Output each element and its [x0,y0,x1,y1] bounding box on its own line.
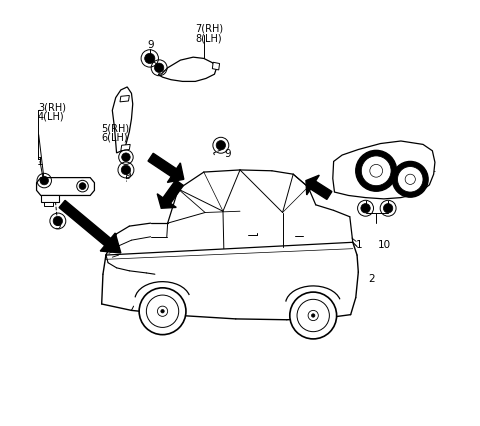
Polygon shape [158,58,216,82]
Text: 2: 2 [368,274,374,284]
Polygon shape [121,145,130,151]
Circle shape [216,141,226,150]
Polygon shape [148,154,177,177]
Polygon shape [306,176,319,196]
Text: 6(LH): 6(LH) [102,132,128,142]
Polygon shape [311,181,332,200]
Text: 8(LH): 8(LH) [195,34,222,44]
Circle shape [144,54,155,64]
Circle shape [308,311,318,321]
Circle shape [122,153,130,162]
Polygon shape [36,178,95,196]
Text: 4(LH): 4(LH) [38,111,64,121]
Circle shape [146,295,179,328]
Polygon shape [157,194,176,209]
Polygon shape [212,63,219,71]
Circle shape [370,165,383,178]
Circle shape [405,175,415,185]
Circle shape [155,64,164,73]
Circle shape [139,288,186,335]
Text: 5(RH): 5(RH) [102,123,130,133]
Circle shape [392,162,428,198]
Polygon shape [333,142,435,199]
Text: 9: 9 [224,149,230,158]
Text: 10: 10 [378,240,391,250]
Circle shape [161,310,164,313]
Polygon shape [44,202,53,207]
Text: 9: 9 [124,171,131,181]
Polygon shape [41,196,59,202]
Circle shape [53,217,62,226]
Circle shape [290,292,336,339]
Circle shape [40,177,48,185]
Circle shape [312,314,315,317]
Text: 9: 9 [147,40,154,50]
Text: 7(RH): 7(RH) [195,23,223,33]
Polygon shape [120,96,129,103]
Circle shape [157,306,168,317]
Circle shape [356,151,396,192]
Circle shape [384,204,393,213]
Polygon shape [59,201,111,246]
Polygon shape [168,164,184,183]
Circle shape [297,299,329,332]
Polygon shape [112,88,133,153]
Circle shape [397,167,423,193]
Text: 9: 9 [55,221,61,231]
Circle shape [121,166,131,175]
Text: 1: 1 [36,157,43,167]
Polygon shape [163,181,183,204]
Circle shape [361,204,370,213]
Text: 3(RH): 3(RH) [38,102,66,112]
Circle shape [361,156,391,186]
Text: 1: 1 [356,240,362,250]
Polygon shape [100,233,121,253]
Circle shape [79,183,86,190]
